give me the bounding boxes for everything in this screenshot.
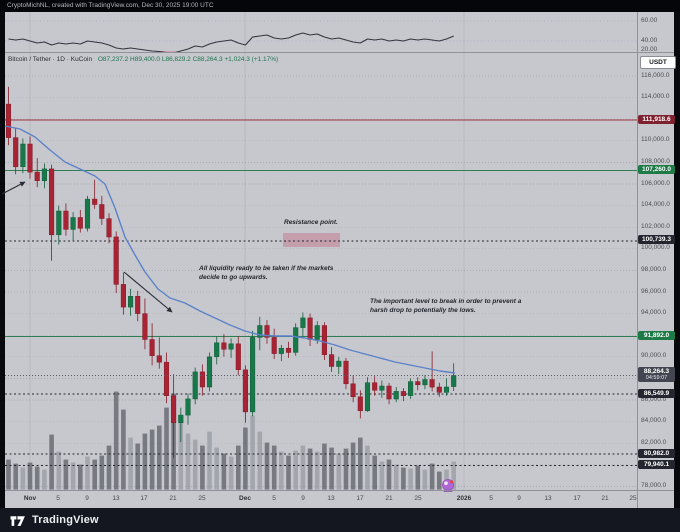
trend-arrow bbox=[123, 271, 173, 313]
time-axis-tick: 17 bbox=[140, 495, 148, 502]
price-level-chip: 91,892.0 bbox=[638, 330, 675, 340]
price-axis-tick: 114,000.0 bbox=[641, 93, 670, 101]
last-price-chip: 88,264.3 04:59:07 bbox=[638, 366, 675, 382]
time-axis-tick: 2026 bbox=[456, 495, 472, 502]
currency-toggle-button[interactable]: USDT bbox=[640, 56, 676, 69]
ma-line bbox=[4, 125, 456, 374]
crystal-ball-emoji bbox=[442, 479, 454, 492]
price-axis-tick: 104,000.0 bbox=[641, 201, 670, 209]
price-level-chip: 107,260.0 bbox=[638, 164, 675, 174]
trend-arrow bbox=[1, 181, 26, 195]
time-axis-tick: 5 bbox=[56, 495, 60, 502]
rsi-axis-tick: 60.00 bbox=[641, 17, 658, 24]
price-axis-tick: 102,000.0 bbox=[641, 222, 670, 230]
price-axis-tick: 78,000.0 bbox=[641, 481, 667, 489]
rsi-axis-tick: 40.00 bbox=[641, 37, 658, 44]
resistance-highlight-box bbox=[283, 233, 340, 247]
price-level-chip: 86,549.9 bbox=[638, 388, 675, 398]
time-axis-tick: 9 bbox=[517, 495, 521, 502]
time-axis-tick: 25 bbox=[198, 495, 206, 502]
symbol-title[interactable]: Bitcoin / Tether · 1D · KuCoin bbox=[8, 56, 93, 63]
time-axis-tick: 13 bbox=[327, 495, 335, 502]
price-level-chip: 80,982.0 bbox=[638, 448, 675, 458]
time-axis-tick: 21 bbox=[385, 495, 393, 502]
price-axis-tick: 116,000.0 bbox=[641, 71, 670, 79]
price-axis-tick: 84,000.0 bbox=[641, 417, 667, 425]
time-axis-tick: 5 bbox=[272, 495, 276, 502]
price-axis-tick: 106,000.0 bbox=[641, 179, 670, 187]
attribution-bar: CryptoMichNL, created with TradingView.c… bbox=[0, 0, 680, 12]
price-axis-tick: 100,000.0 bbox=[641, 244, 670, 252]
price-axis-tick: 108,000.0 bbox=[641, 157, 670, 165]
time-axis-tick: 21 bbox=[601, 495, 609, 502]
price-level-chip: 111,918.6 bbox=[638, 114, 675, 124]
time-axis-tick: 17 bbox=[573, 495, 581, 502]
time-axis-tick: 25 bbox=[629, 495, 637, 502]
price-axis-tick: 98,000.0 bbox=[641, 265, 667, 273]
attribution-text: CryptoMichNL, created with TradingView.c… bbox=[7, 2, 214, 9]
price-axis-tick: 82,000.0 bbox=[641, 438, 667, 446]
time-axis-tick: 13 bbox=[544, 495, 552, 502]
time-axis-tick: 5 bbox=[489, 495, 493, 502]
price-axis-tick: 96,000.0 bbox=[641, 287, 667, 295]
price-axis-tick: 110,000.0 bbox=[641, 136, 670, 144]
price-level-chip: 79,940.1 bbox=[638, 459, 675, 469]
price-level-chip: 100,739.3 bbox=[638, 235, 675, 245]
time-axis-tick: 21 bbox=[169, 495, 177, 502]
price-axis-tick: 90,000.0 bbox=[641, 352, 667, 360]
time-axis-tick: Dec bbox=[239, 495, 251, 502]
rsi-line bbox=[8, 32, 454, 52]
tradingview-logo-text[interactable]: TradingView bbox=[32, 514, 99, 526]
price-axis-tick: 86,000.0 bbox=[641, 395, 667, 403]
time-axis-tick: Nov bbox=[23, 495, 37, 502]
time-axis-tick: 9 bbox=[301, 495, 305, 502]
rsi-axis-tick: 20.00 bbox=[641, 46, 658, 53]
time-axis-tick: 25 bbox=[414, 495, 422, 502]
time-axis-tick: 9 bbox=[85, 495, 89, 502]
tradingview-logo-icon[interactable] bbox=[10, 514, 27, 527]
price-axis-tick: 94,000.0 bbox=[641, 309, 667, 317]
time-axis-tick: 17 bbox=[356, 495, 364, 502]
tradingview-bar: TradingView bbox=[0, 508, 680, 532]
time-axis-tick: 13 bbox=[112, 495, 120, 502]
